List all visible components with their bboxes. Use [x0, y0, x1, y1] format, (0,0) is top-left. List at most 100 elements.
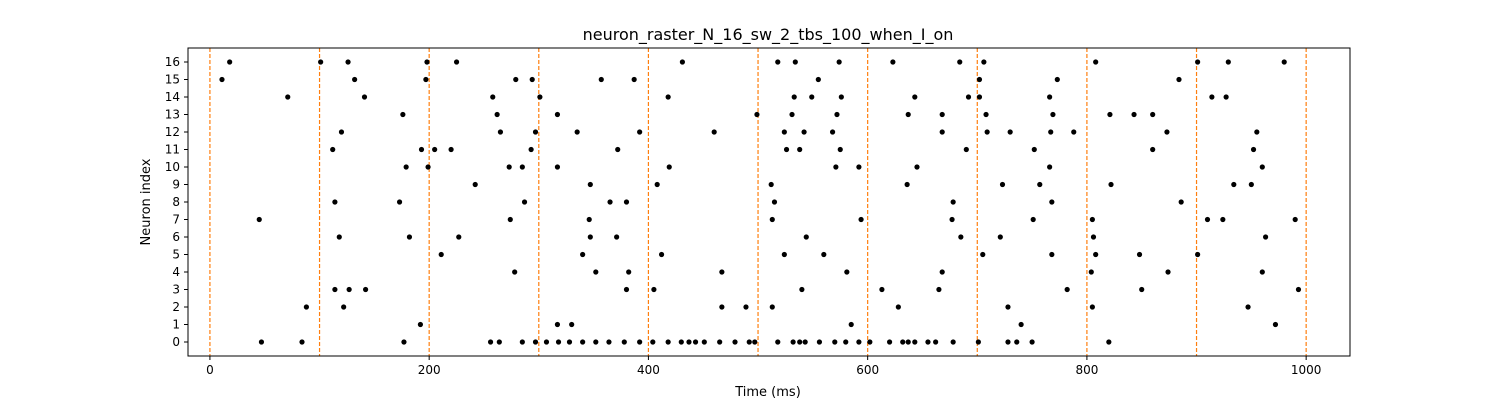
spike-point — [432, 146, 438, 153]
spike-point — [401, 339, 407, 345]
spike-point — [692, 339, 699, 345]
spike-point — [614, 234, 620, 240]
spike-point — [886, 339, 893, 345]
spike-point — [418, 146, 425, 153]
spike-point — [983, 111, 989, 118]
y-tick-label: 8 — [172, 195, 180, 209]
spike-point — [815, 76, 821, 83]
spike-point — [746, 339, 752, 345]
spike-point — [905, 111, 911, 118]
y-tick-label: 15 — [165, 73, 180, 87]
y-tick-label: 7 — [172, 213, 180, 227]
spike-point — [621, 339, 627, 345]
spike-point — [1223, 94, 1229, 100]
x-tick-label: 400 — [637, 363, 660, 377]
spike-point — [1089, 304, 1095, 310]
spike-point — [1165, 269, 1171, 275]
spike-point — [939, 129, 945, 135]
spike-point — [1093, 251, 1099, 258]
spike-point — [939, 269, 945, 275]
spike-point — [665, 339, 671, 345]
spike-point — [958, 234, 964, 240]
y-tick-label: 16 — [165, 55, 180, 69]
spike-point — [775, 339, 781, 345]
spike-point — [858, 216, 864, 223]
spike-point — [637, 339, 643, 345]
spike-point — [1164, 129, 1170, 135]
spike-point — [332, 199, 338, 205]
spike-point — [554, 111, 561, 118]
spike-point — [1093, 59, 1099, 65]
spike-point — [754, 111, 760, 118]
spike-point — [256, 216, 262, 223]
x-tick-label: 800 — [1075, 363, 1098, 377]
spike-point — [976, 94, 983, 100]
spike-point — [1195, 59, 1201, 65]
spike-point — [1131, 111, 1137, 118]
y-tick-label: 13 — [165, 108, 180, 122]
spike-point — [403, 164, 409, 170]
spike-point — [497, 129, 504, 135]
y-tick-label: 12 — [165, 125, 180, 139]
spike-point — [512, 269, 518, 275]
spike-point — [752, 339, 758, 345]
spike-point — [1007, 129, 1013, 135]
spike-point — [678, 339, 684, 345]
spike-point — [1108, 181, 1114, 188]
spike-point — [829, 129, 836, 135]
spike-point — [352, 76, 358, 83]
spike-point — [895, 304, 901, 310]
spike-point — [965, 94, 972, 100]
spike-point — [791, 94, 797, 100]
spike-point — [626, 269, 632, 275]
spike-point — [769, 304, 775, 310]
spike-point — [299, 339, 305, 345]
spike-point — [816, 339, 823, 345]
spike-point — [1262, 234, 1269, 240]
spike-point — [1089, 216, 1095, 223]
spike-point — [537, 94, 543, 100]
spike-point — [905, 339, 911, 345]
spike-point — [521, 199, 528, 205]
spike-point — [631, 76, 637, 83]
spike-point — [912, 94, 918, 100]
spike-point — [400, 111, 406, 118]
spike-point — [1050, 111, 1056, 118]
spike-point — [1292, 216, 1298, 223]
spike-point — [1014, 339, 1020, 345]
spike-point — [423, 76, 429, 83]
spike-point — [1005, 339, 1011, 345]
spike-point — [843, 339, 849, 345]
spike-point — [799, 286, 805, 293]
spike-point — [980, 251, 986, 258]
spike-point — [1048, 129, 1054, 135]
spike-point — [396, 199, 403, 205]
spike-point — [341, 304, 347, 310]
spike-point — [1254, 129, 1260, 135]
spike-point — [448, 146, 454, 153]
spike-point — [950, 339, 956, 345]
x-axis-ticks: 0 200 400 600 800 1000 — [206, 356, 1321, 377]
spike-point — [665, 94, 671, 100]
spike-point — [1029, 339, 1035, 345]
spike-point — [586, 216, 592, 223]
spike-point — [1248, 181, 1254, 188]
spike-point — [424, 59, 430, 65]
spike-point — [743, 304, 749, 310]
spike-point — [1047, 94, 1053, 100]
spike-point — [933, 339, 939, 345]
spike-point — [453, 59, 460, 65]
spike-point — [580, 339, 586, 345]
spike-point — [950, 199, 956, 205]
spike-point — [717, 339, 723, 345]
spike-point — [1272, 321, 1279, 328]
spike-point — [654, 181, 660, 188]
y-tick-label: 6 — [172, 230, 180, 244]
spike-point — [1250, 146, 1257, 153]
spike-point — [345, 59, 351, 65]
spike-point — [999, 181, 1006, 188]
spike-point — [318, 59, 324, 65]
spike-point — [543, 339, 550, 345]
vline-group — [209, 48, 1307, 356]
